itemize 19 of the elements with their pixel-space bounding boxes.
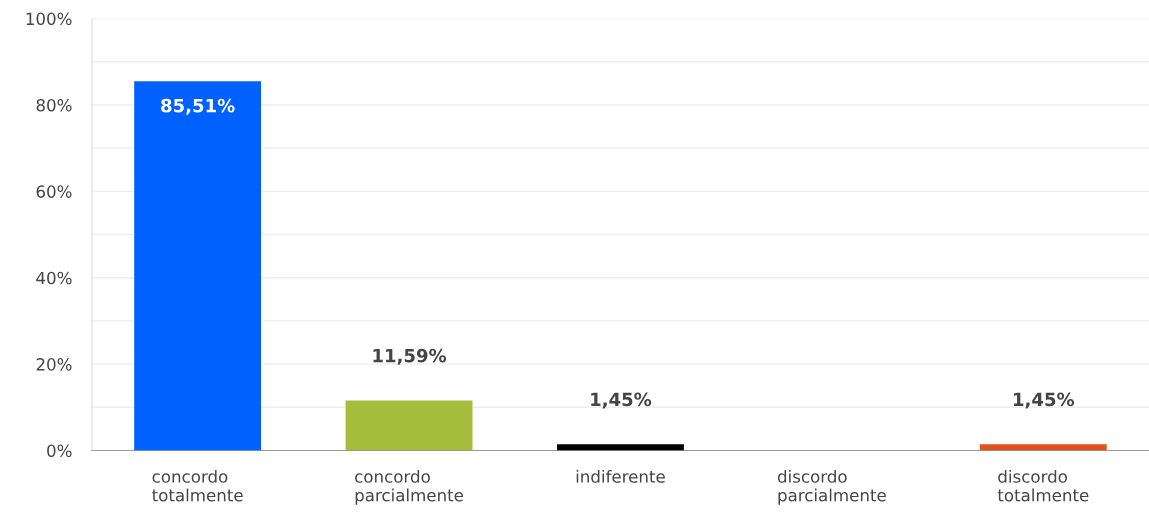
x-tick-label: discordo parcialmente (777, 469, 886, 505)
y-tick-label: 0% (47, 444, 72, 458)
data-label: 11,59% (373, 348, 447, 365)
y-tick-label: 60% (36, 185, 72, 198)
y-tick-label: 40% (36, 271, 72, 285)
bar (557, 444, 684, 451)
x-tick-label: discordo totalmente (997, 469, 1089, 502)
data-label: 1,45% (591, 392, 652, 409)
data-label: 1,45% (1014, 392, 1075, 409)
data-label: 85,51% (161, 98, 235, 115)
bar (345, 400, 473, 451)
x-tick-label: indiferente (576, 469, 665, 483)
y-tick-label: 100% (26, 12, 72, 26)
y-tick-label: 80% (36, 98, 72, 112)
x-tick-label: concordo parcialmente (355, 469, 464, 505)
x-tick-label: concordo totalmente (152, 469, 243, 502)
bar (134, 81, 262, 451)
y-tick-label: 20% (36, 358, 72, 371)
bar (979, 444, 1107, 451)
